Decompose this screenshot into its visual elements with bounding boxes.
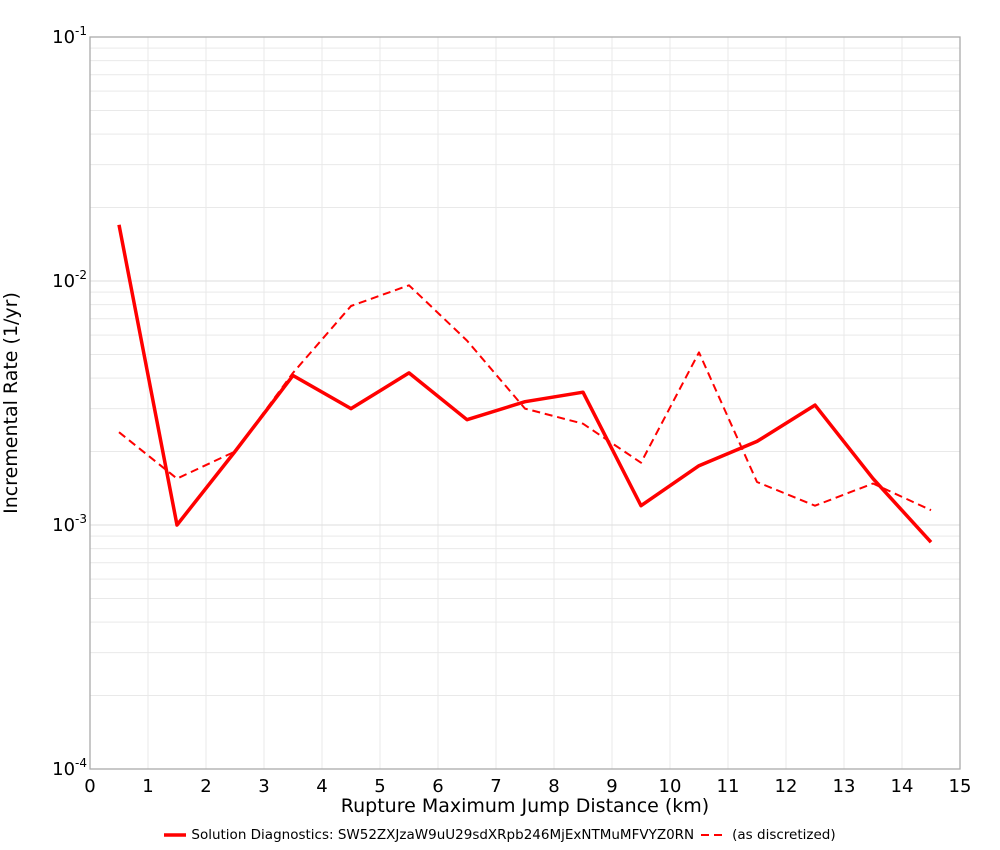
x-tick-label: 10 [659,776,682,797]
legend: Solution Diagnostics: SW52ZXJzaW9uU29sdX… [0,824,1000,846]
plot-border [89,36,961,770]
x-tick-label: 15 [949,776,972,797]
data-series [117,224,933,544]
x-tick-label: 5 [374,776,385,797]
x-tick-label: 11 [717,776,740,797]
x-tick-label: 1 [142,776,153,797]
y-tick-label: 10-3 [52,512,87,536]
x-tick-label: 0 [84,776,95,797]
y-tick-label: 10-4 [52,756,87,780]
x-axis-label: Rupture Maximum Jump Distance (km) [341,795,709,817]
legend-item-solution: Solution Diagnostics: SW52ZXJzaW9uU29sdX… [164,827,694,843]
x-tick-label: 9 [606,776,617,797]
solid-line-swatch-icon [164,833,187,837]
y-axis-label: Incremental Rate (1/yr) [0,292,22,514]
x-tick-label: 4 [316,776,327,797]
x-tick-label: 3 [258,776,269,797]
x-tick-label: 13 [833,776,856,797]
dashed-line-swatch-icon [701,834,728,836]
x-tick-label: 6 [432,776,443,797]
x-tick-label: 12 [775,776,798,797]
series-line-solution [117,224,933,544]
plot-area: 0 1 2 3 4 5 6 7 8 9 10 11 12 13 14 15 10-110-210-310-4 … [0,24,971,817]
y-tick-labels: 10-1 10-2 10-3 10-4 [52,24,87,780]
y-tick-label: 10-2 [52,268,87,292]
legend-label-solution: Solution Diagnostics: SW52ZXJzaW9uU29sdX… [191,827,695,843]
x-tick-labels: 0 1 2 3 4 5 6 7 8 9 10 11 12 13 14 15 [84,776,971,797]
x-tick-label: 7 [490,776,501,797]
x-tick-label: 2 [200,776,211,797]
x-tick-label: 14 [891,776,914,797]
x-tick-label: 8 [548,776,559,797]
legend-item-discretized: (as discretized) [701,827,836,843]
y-tick-label: 10-1 [52,24,87,48]
series-line-discretized [118,284,932,512]
legend-label-discretized: (as discretized) [732,827,836,843]
